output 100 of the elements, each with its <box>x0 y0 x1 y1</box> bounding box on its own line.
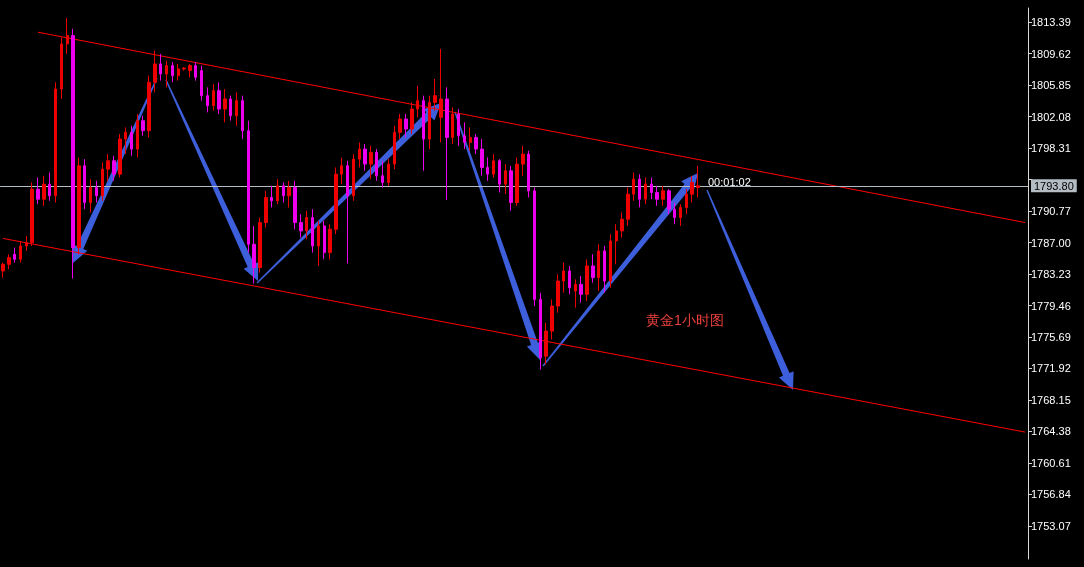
candlestick <box>527 150 530 199</box>
candlestick <box>124 126 127 155</box>
candlestick <box>550 298 554 340</box>
candlestick <box>533 186 536 307</box>
candlestick <box>247 120 250 254</box>
candlestick <box>457 108 460 147</box>
candlestick <box>387 158 390 187</box>
candlestick <box>603 245 606 294</box>
candlestick <box>1 262 5 279</box>
candlestick <box>439 48 443 143</box>
candlestick <box>235 91 238 127</box>
candlestick <box>194 61 197 82</box>
candlestick <box>112 155 116 182</box>
candlestick <box>416 85 419 118</box>
candlestick <box>504 163 507 195</box>
candlestick <box>644 176 647 205</box>
candlestick <box>77 156 81 255</box>
candlestick <box>509 165 513 212</box>
candlestick <box>696 165 700 199</box>
candlestick <box>7 253 11 270</box>
candlestick <box>422 95 425 172</box>
candlestick <box>66 17 69 55</box>
candlestick <box>673 202 676 225</box>
candlestick <box>71 28 75 279</box>
candlestick <box>311 208 314 254</box>
candlestick <box>363 143 367 172</box>
candlestick <box>13 247 16 264</box>
candlestick <box>106 153 110 182</box>
candlestick <box>463 121 466 150</box>
candlestick <box>358 141 361 168</box>
candlestick <box>591 253 595 284</box>
candlestick <box>95 180 98 204</box>
candlestick <box>25 235 28 252</box>
y-tick-label: 1779.46 <box>1031 299 1071 312</box>
candlestick <box>270 185 273 209</box>
candlestick <box>609 233 612 289</box>
candlestick <box>667 188 671 215</box>
candlestick <box>89 178 92 214</box>
candlestick <box>445 86 449 201</box>
candlestick <box>579 275 583 304</box>
candlestick <box>241 95 244 140</box>
candlestick <box>328 223 332 260</box>
candlestick <box>369 145 373 180</box>
candlestick <box>83 158 86 210</box>
candlestick <box>474 133 478 155</box>
candlestick <box>451 106 454 145</box>
candlestick <box>30 181 34 247</box>
candlestick <box>153 50 157 93</box>
candlestick <box>177 63 180 82</box>
candlestick <box>480 138 484 177</box>
y-tick-label: 1753.07 <box>1031 519 1071 532</box>
candlestick <box>515 156 519 207</box>
y-tick-label: 1775.69 <box>1031 331 1071 344</box>
candlestick <box>299 213 303 239</box>
y-tick-label: 1764.38 <box>1031 425 1071 438</box>
candlestick <box>492 153 495 178</box>
candlestick <box>54 81 57 204</box>
candlestick <box>252 225 256 284</box>
candlestick <box>19 240 22 264</box>
y-tick-label: 1790.77 <box>1031 205 1071 218</box>
candlestick <box>141 115 145 137</box>
candlestick <box>206 86 209 113</box>
candlestick <box>182 66 186 72</box>
candlestick <box>223 88 227 123</box>
candlestick <box>293 180 297 230</box>
candlestick <box>212 83 215 112</box>
candlestick <box>276 178 279 205</box>
candlestick <box>334 166 338 235</box>
candlestick <box>398 113 402 140</box>
candlestick <box>661 185 665 207</box>
candlestick <box>655 185 659 207</box>
candlestick <box>118 133 122 178</box>
candlestick <box>305 210 308 240</box>
candlestick <box>171 61 174 83</box>
candlestick <box>147 75 151 138</box>
ref-line-label: 1793.80 <box>1034 179 1074 192</box>
candlestick <box>486 156 489 182</box>
candlestick <box>229 95 232 122</box>
candlestick <box>433 78 437 112</box>
candlestick <box>568 265 571 295</box>
candlestick <box>159 53 162 82</box>
annotation: 00:01:02 <box>708 175 751 188</box>
candlestick <box>650 176 653 200</box>
candlestick <box>217 81 221 115</box>
candlestick <box>60 36 63 100</box>
y-tick-label: 1798.31 <box>1031 142 1071 155</box>
candlestick <box>410 101 414 135</box>
candlestick <box>101 161 104 202</box>
y-tick-label: 1809.62 <box>1031 47 1071 60</box>
candlestick <box>381 160 384 188</box>
candlestick <box>317 220 320 267</box>
candlestick <box>136 113 139 158</box>
annotation: 黄金1小时图 <box>646 312 724 328</box>
y-tick-label: 1813.39 <box>1031 16 1071 29</box>
y-tick-label: 1768.15 <box>1031 393 1071 406</box>
candlestick <box>130 125 133 157</box>
candlestick <box>585 258 589 302</box>
candlestick <box>562 262 565 294</box>
candlestick <box>404 113 408 138</box>
candlestick <box>264 190 268 229</box>
